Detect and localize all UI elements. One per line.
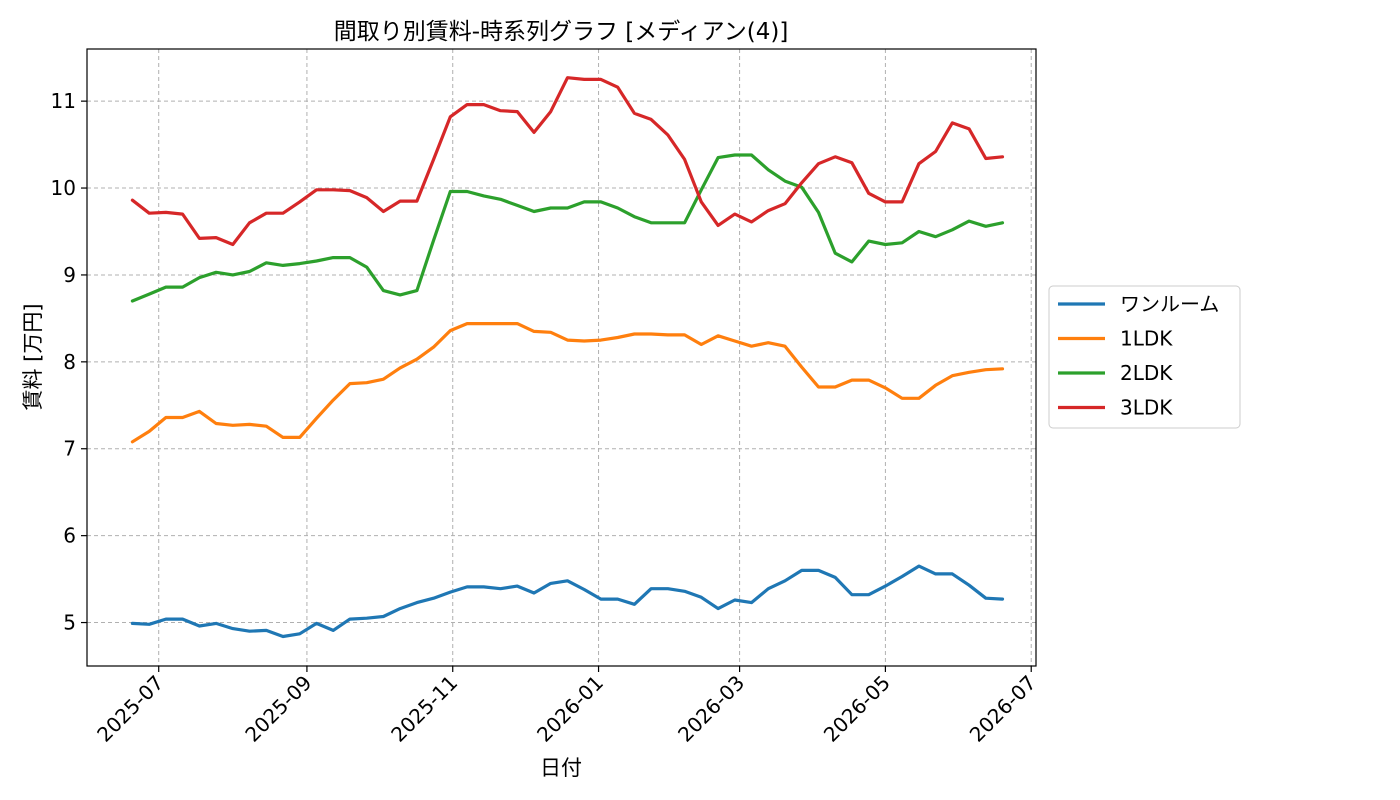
x-axis-label: 日付 (540, 756, 582, 780)
x-tick-label: 2026-01 (532, 671, 608, 747)
y-tick-label: 11 (51, 89, 76, 113)
x-tick-label: 2025-11 (386, 671, 462, 747)
x-tick-label: 2026-03 (673, 671, 749, 747)
chart-title: 間取り別賃料-時系列グラフ [メディアン(4)] (334, 19, 789, 45)
x-tick-label: 2026-07 (965, 671, 1041, 747)
x-tick-label: 2025-07 (92, 671, 168, 747)
y-tick-label: 6 (63, 524, 76, 548)
x-tick-label: 2026-05 (819, 671, 895, 747)
y-axis-label: 賃料 [万円] (21, 303, 45, 410)
series-layer (130, 76, 1005, 639)
x-tick-label: 2025-09 (240, 671, 316, 747)
series-line-4 (130, 76, 1005, 247)
y-tick-label: 5 (63, 611, 76, 635)
legend-label: ワンルーム (1120, 292, 1219, 316)
series-line-2 (130, 322, 1005, 444)
legend-label: 1LDK (1120, 327, 1173, 351)
y-tick-label: 9 (63, 263, 76, 287)
series-line-3 (130, 153, 1005, 303)
legend-label: 3LDK (1120, 396, 1173, 420)
legend-label: 2LDK (1120, 361, 1173, 385)
y-tick-label: 7 (63, 437, 76, 461)
y-tick-label: 8 (63, 350, 76, 374)
legend: ワンルーム 1LDK 2LDK 3LDK (1048, 285, 1241, 429)
grid-layer (87, 49, 1036, 666)
y-tick-label: 10 (51, 176, 76, 200)
series-line-1 (130, 564, 1005, 639)
legend-frame (1048, 285, 1241, 429)
plot-frame (86, 48, 1037, 667)
